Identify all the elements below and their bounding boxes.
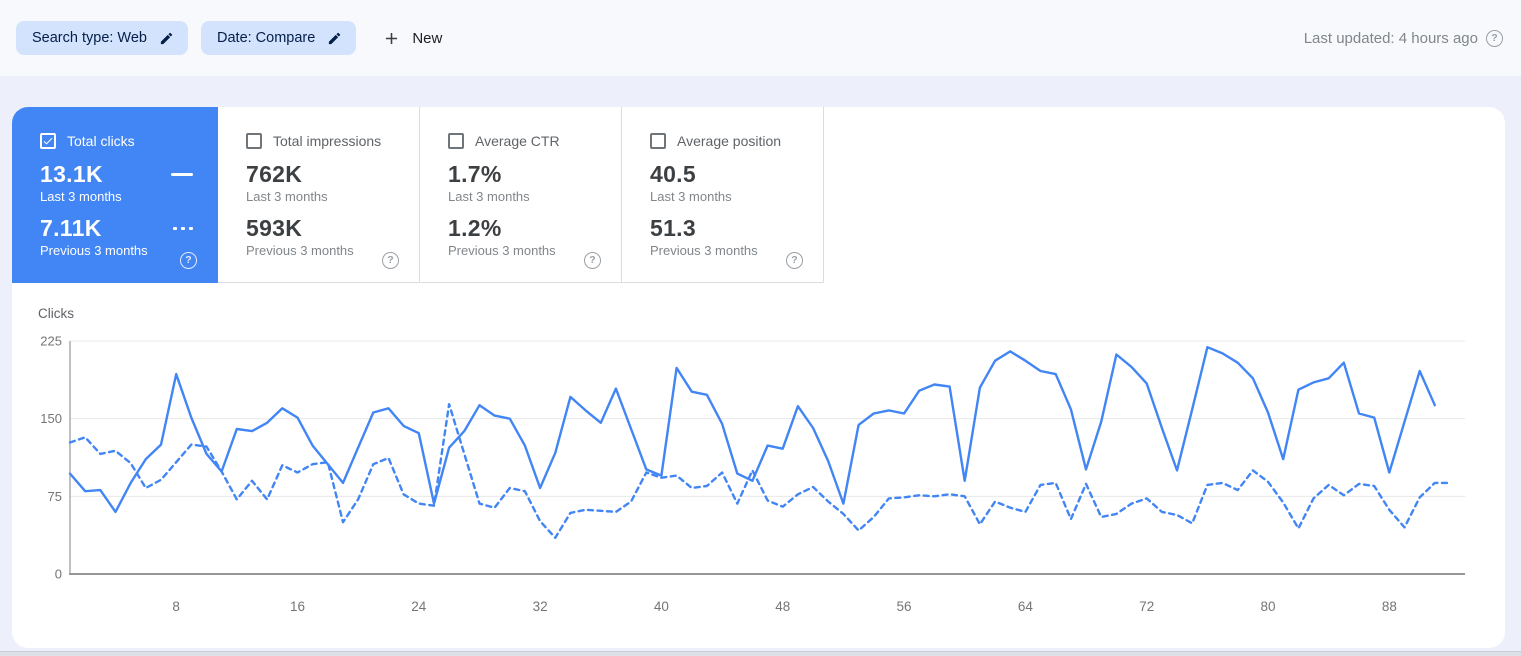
x-tick-72: 72 bbox=[1139, 599, 1154, 614]
total-impressions-value1-row: 762K bbox=[246, 160, 399, 188]
x-tick-8: 8 bbox=[172, 599, 180, 614]
content-panel: Total clicks 13.1K Last 3 months 7.11K Previ… bbox=[12, 107, 1505, 648]
x-tick-64: 64 bbox=[1018, 599, 1034, 614]
total-impressions-header: Total impressions bbox=[246, 133, 399, 149]
average-ctr-value2: 1.2% bbox=[448, 214, 502, 241]
total-impressions-value2-row: 593K bbox=[246, 214, 399, 242]
total-clicks-value1: 13.1K bbox=[40, 160, 103, 187]
average-position-value1: 40.5 bbox=[650, 160, 696, 187]
metric-card-average-ctr[interactable]: Average CTR 1.7% Last 3 months 1.2% Previous… bbox=[420, 107, 622, 283]
total-clicks-header: Total clicks bbox=[40, 133, 197, 149]
x-tick-24: 24 bbox=[411, 599, 427, 614]
metric-card-total-clicks[interactable]: Total clicks 13.1K Last 3 months 7.11K Previ… bbox=[12, 107, 218, 283]
total-impressions-label: Total impressions bbox=[273, 133, 382, 149]
average-position-checkbox[interactable] bbox=[650, 133, 666, 149]
total-clicks-value1-row: 13.1K bbox=[40, 160, 197, 188]
x-tick-48: 48 bbox=[775, 599, 790, 614]
solid-line-legend-icon bbox=[171, 172, 193, 176]
average-position-label: Average position bbox=[677, 133, 782, 149]
last-updated-text: Last updated: 4 hours ago bbox=[1303, 29, 1478, 47]
last-updated: Last updated: 4 hours ago ? bbox=[1303, 29, 1503, 47]
average-position-period1: Last 3 months bbox=[650, 189, 732, 204]
search-type-chip[interactable]: Search type: Web bbox=[16, 21, 188, 55]
y-tick-75: 75 bbox=[48, 489, 62, 504]
total-impressions-period2: Previous 3 months bbox=[246, 243, 354, 258]
average-position-header: Average position bbox=[650, 133, 803, 149]
x-tick-40: 40 bbox=[654, 599, 669, 614]
filter-bar: Search type: Web Date: Compare New Last … bbox=[0, 0, 1521, 76]
y-tick-225: 225 bbox=[40, 334, 62, 349]
help-icon[interactable]: ? bbox=[1486, 29, 1503, 47]
date-range-chip[interactable]: Date: Compare bbox=[201, 21, 357, 55]
total-clicks-period2: Previous 3 months bbox=[40, 243, 148, 258]
total-clicks-value2-row: 7.11K bbox=[40, 214, 197, 242]
x-tick-32: 32 bbox=[533, 599, 548, 614]
total-clicks-label: Total clicks bbox=[67, 133, 135, 149]
clicks-chart: Clicks 0 75 150 225 8 16 24 32 40 48 56 64 72 80 88 bbox=[12, 300, 1505, 640]
total-impressions-value2: 593K bbox=[246, 214, 303, 241]
date-range-chip-label: Date: Compare bbox=[217, 30, 316, 46]
x-tick-80: 80 bbox=[1261, 599, 1276, 614]
help-icon[interactable]: ? bbox=[584, 252, 601, 269]
average-position-value2: 51.3 bbox=[650, 214, 696, 241]
x-tick-56: 56 bbox=[897, 599, 912, 614]
previous-period-line[interactable] bbox=[68, 402, 1452, 540]
current-period-line[interactable] bbox=[68, 346, 1437, 514]
filter-chips: Search type: Web Date: Compare New bbox=[16, 21, 448, 55]
search-type-chip-label: Search type: Web bbox=[32, 30, 147, 46]
help-icon[interactable]: ? bbox=[382, 252, 399, 269]
metric-cards-row: Total clicks 13.1K Last 3 months 7.11K Previ… bbox=[12, 107, 1505, 283]
edit-pencil-icon bbox=[327, 31, 342, 46]
average-ctr-period2: Previous 3 months bbox=[448, 243, 556, 258]
average-position-period2: Previous 3 months bbox=[650, 243, 758, 258]
total-clicks-value2: 7.11K bbox=[40, 214, 102, 241]
average-position-value2-row: 51.3 bbox=[650, 214, 803, 242]
total-impressions-checkbox[interactable] bbox=[246, 133, 262, 149]
average-position-value1-row: 40.5 bbox=[650, 160, 803, 188]
total-clicks-period1: Last 3 months bbox=[40, 189, 122, 204]
y-tick-0: 0 bbox=[55, 567, 62, 582]
x-tick-88: 88 bbox=[1382, 599, 1397, 614]
average-ctr-checkbox[interactable] bbox=[448, 133, 464, 149]
total-clicks-checkbox-checked[interactable] bbox=[40, 133, 56, 149]
average-ctr-header: Average CTR bbox=[448, 133, 601, 149]
clicks-chart-svg: Clicks 0 75 150 225 8 16 24 32 40 48 56 64 72 80 88 bbox=[38, 306, 1465, 614]
average-ctr-period1: Last 3 months bbox=[448, 189, 530, 204]
average-ctr-value1: 1.7% bbox=[448, 160, 502, 187]
new-filter-button[interactable]: New bbox=[376, 28, 448, 49]
y-tick-150: 150 bbox=[40, 411, 62, 426]
dashed-line-legend-icon bbox=[172, 226, 193, 230]
average-ctr-value2-row: 1.2% bbox=[448, 214, 601, 242]
metric-card-total-impressions[interactable]: Total impressions 762K Last 3 months 593K Pr… bbox=[218, 107, 420, 283]
x-tick-16: 16 bbox=[290, 599, 305, 614]
average-ctr-value1-row: 1.7% bbox=[448, 160, 601, 188]
horizontal-scrollbar[interactable] bbox=[0, 651, 1521, 656]
edit-pencil-icon bbox=[159, 31, 174, 46]
help-icon[interactable]: ? bbox=[180, 252, 197, 269]
help-icon[interactable]: ? bbox=[786, 252, 803, 269]
checkmark-icon bbox=[43, 137, 53, 145]
plus-icon bbox=[382, 29, 401, 48]
average-ctr-label: Average CTR bbox=[475, 133, 560, 149]
new-filter-label: New bbox=[412, 29, 443, 47]
total-impressions-value1: 762K bbox=[246, 160, 303, 187]
y-axis-title: Clicks bbox=[38, 306, 74, 321]
total-impressions-period1: Last 3 months bbox=[246, 189, 328, 204]
metric-card-average-position[interactable]: Average position 40.5 Last 3 months 51.3 Pre… bbox=[622, 107, 824, 283]
